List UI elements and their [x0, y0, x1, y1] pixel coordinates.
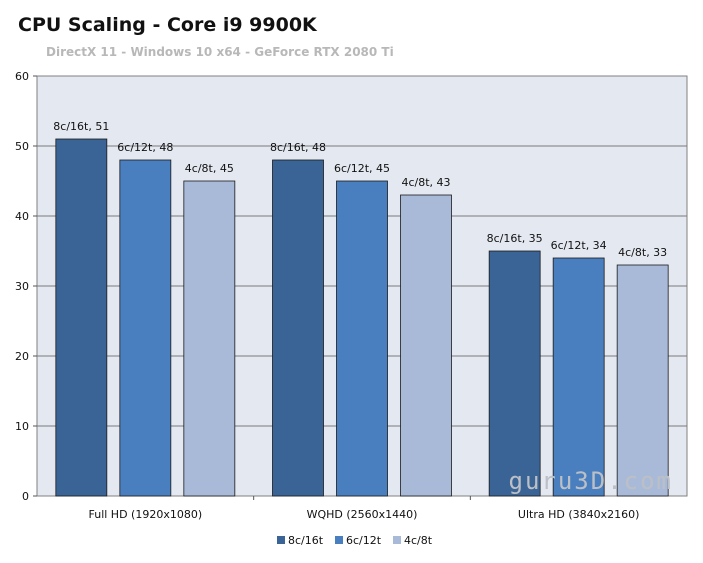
y-tick-label: 20	[15, 350, 29, 363]
y-tick-label: 60	[15, 70, 29, 83]
x-category-label: Ultra HD (3840x2160)	[518, 508, 640, 521]
x-category-label: Full HD (1920x1080)	[89, 508, 203, 521]
bar	[400, 194, 452, 497]
y-tick-label: 40	[15, 210, 29, 223]
y-tick-label: 50	[15, 140, 29, 153]
data-label: 4c/8t, 45	[185, 162, 234, 175]
legend-swatch	[277, 536, 285, 544]
legend-label: 6c/12t	[346, 534, 382, 547]
bar	[119, 159, 172, 497]
watermark: guru3D.com	[509, 467, 674, 495]
legend-label: 4c/8t	[404, 534, 433, 547]
data-label: 6c/12t, 45	[334, 162, 390, 175]
bar	[552, 257, 605, 497]
y-tick-label: 10	[15, 420, 29, 433]
bar	[488, 250, 541, 497]
data-label: 4c/8t, 33	[618, 246, 667, 259]
legend-label: 8c/16t	[288, 534, 324, 547]
data-label: 8c/16t, 51	[53, 120, 109, 133]
data-label: 8c/16t, 35	[487, 232, 543, 245]
legend-swatch	[335, 536, 343, 544]
y-tick-label: 30	[15, 280, 29, 293]
y-tick-label: 0	[22, 490, 29, 503]
bar	[336, 180, 388, 497]
data-label: 6c/12t, 48	[117, 141, 173, 154]
chart-title: CPU Scaling - Core i9 9900K	[18, 14, 317, 36]
data-label: 4c/8t, 43	[401, 176, 450, 189]
bar	[183, 180, 236, 497]
bar	[272, 159, 324, 497]
bar	[55, 138, 108, 497]
bar	[616, 264, 669, 497]
chart-subtitle: DirectX 11 - Windows 10 x64 - GeForce RT…	[46, 45, 394, 59]
data-label: 6c/12t, 34	[551, 239, 607, 252]
legend-swatch	[393, 536, 401, 544]
x-category-label: WQHD (2560x1440)	[307, 508, 418, 521]
data-label: 8c/16t, 48	[270, 141, 326, 154]
